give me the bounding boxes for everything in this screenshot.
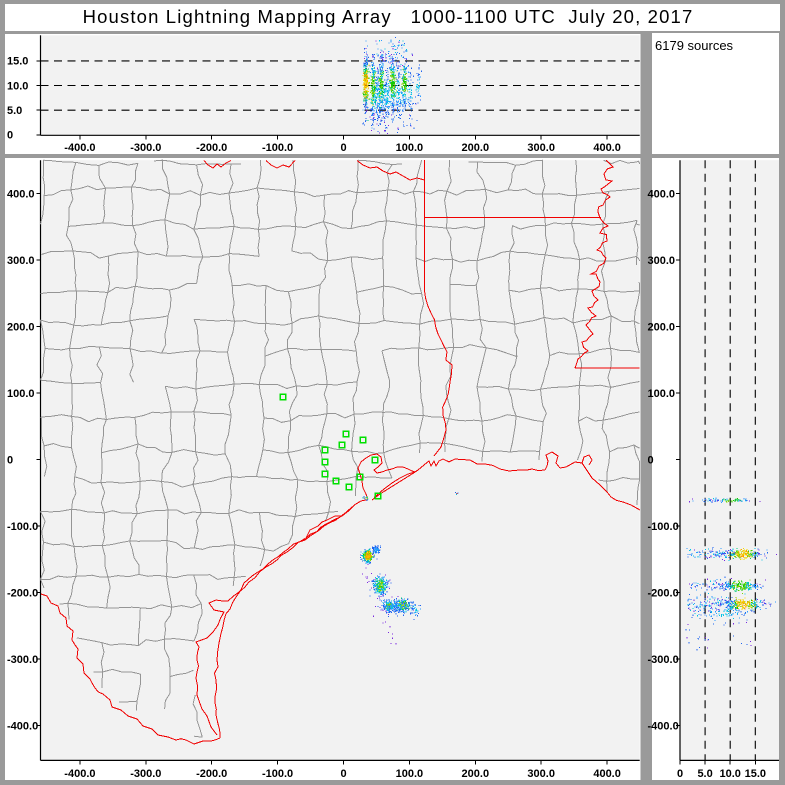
svg-text:300.0: 300.0 bbox=[527, 142, 555, 154]
svg-text:-200.0: -200.0 bbox=[196, 768, 227, 780]
svg-text:200.0: 200.0 bbox=[7, 321, 35, 333]
svg-text:-400.0: -400.0 bbox=[648, 720, 679, 732]
svg-text:100.0: 100.0 bbox=[396, 768, 424, 780]
svg-text:200.0: 200.0 bbox=[462, 142, 490, 154]
svg-text:10.0: 10.0 bbox=[719, 768, 740, 780]
svg-text:15.0: 15.0 bbox=[745, 768, 766, 780]
svg-text:-300.0: -300.0 bbox=[130, 142, 161, 154]
svg-text:5.0: 5.0 bbox=[697, 768, 712, 780]
svg-text:10.0: 10.0 bbox=[7, 80, 28, 92]
svg-text:0: 0 bbox=[677, 768, 683, 780]
svg-text:15.0: 15.0 bbox=[7, 56, 28, 68]
svg-text:5.0: 5.0 bbox=[7, 105, 22, 117]
svg-text:100.0: 100.0 bbox=[7, 388, 35, 400]
svg-text:-300.0: -300.0 bbox=[130, 768, 161, 780]
svg-text:-100.0: -100.0 bbox=[262, 142, 293, 154]
svg-text:400.0: 400.0 bbox=[593, 768, 621, 780]
svg-text:300.0: 300.0 bbox=[648, 255, 676, 267]
svg-text:400.0: 400.0 bbox=[593, 142, 621, 154]
svg-text:200.0: 200.0 bbox=[462, 768, 490, 780]
svg-text:-400.0: -400.0 bbox=[64, 142, 95, 154]
svg-text:100.0: 100.0 bbox=[648, 388, 676, 400]
svg-text:100.0: 100.0 bbox=[396, 142, 424, 154]
svg-text:0: 0 bbox=[7, 454, 13, 466]
svg-text:-100.0: -100.0 bbox=[262, 768, 293, 780]
svg-text:6179 sources: 6179 sources bbox=[655, 38, 734, 53]
svg-text:400.0: 400.0 bbox=[7, 188, 35, 200]
svg-text:300.0: 300.0 bbox=[527, 768, 555, 780]
svg-text:0: 0 bbox=[7, 130, 13, 142]
svg-text:-100.0: -100.0 bbox=[648, 521, 679, 533]
svg-text:-200.0: -200.0 bbox=[648, 587, 679, 599]
svg-text:-300.0: -300.0 bbox=[7, 654, 38, 666]
svg-text:-400.0: -400.0 bbox=[64, 768, 95, 780]
svg-text:0: 0 bbox=[340, 768, 346, 780]
svg-text:400.0: 400.0 bbox=[648, 188, 676, 200]
svg-text:0: 0 bbox=[340, 142, 346, 154]
svg-text:-200.0: -200.0 bbox=[196, 142, 227, 154]
svg-text:-300.0: -300.0 bbox=[648, 654, 679, 666]
svg-text:300.0: 300.0 bbox=[7, 255, 35, 267]
svg-text:Houston Lightning Mapping Arra: Houston Lightning Mapping Array 1000-110… bbox=[83, 6, 694, 27]
svg-text:200.0: 200.0 bbox=[648, 321, 676, 333]
svg-text:-400.0: -400.0 bbox=[7, 720, 38, 732]
svg-text:0: 0 bbox=[648, 454, 654, 466]
svg-text:-100.0: -100.0 bbox=[7, 521, 38, 533]
svg-text:-200.0: -200.0 bbox=[7, 587, 38, 599]
